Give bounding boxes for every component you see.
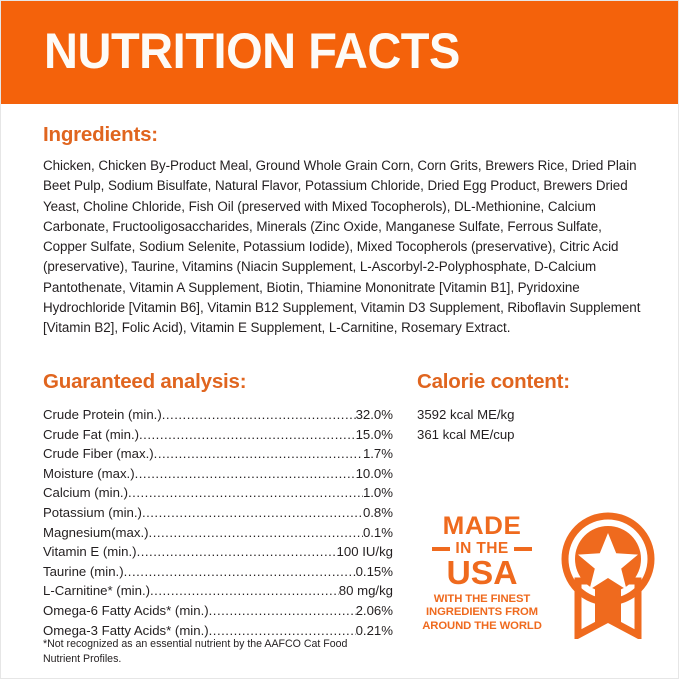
- leader-dots: ........................................…: [208, 622, 356, 638]
- nutrient-value: 0.15%: [355, 563, 393, 579]
- dash-right-icon: [513, 546, 532, 551]
- guaranteed-analysis-row: Omega-3 Fatty Acids* (min.).............…: [43, 621, 393, 641]
- nutrient-value: 15.0%: [355, 426, 393, 442]
- leader-dots: ........................................…: [161, 407, 356, 422]
- guaranteed-analysis-row: Vitamin E (min.)........................…: [43, 542, 393, 562]
- calorie-row: 3592 kcal ME/kg: [417, 407, 515, 422]
- calorie-row: 361 kcal ME/cup: [417, 426, 515, 442]
- guaranteed-analysis-heading: Guaranteed analysis:: [43, 370, 247, 393]
- guaranteed-analysis-row: Crude Fat (min.)........................…: [43, 425, 393, 445]
- guaranteed-analysis-list: Crude Protein (min.)....................…: [43, 405, 393, 640]
- guaranteed-analysis-row: Magnesium(max.).........................…: [43, 523, 393, 543]
- guaranteed-analysis-row: Crude Fiber (max.)......................…: [43, 444, 393, 464]
- made-in-usa-badge: MADE IN THE USA WITH THE FINEST INGREDIE…: [416, 512, 666, 639]
- guaranteed-analysis-row: L-Carnitine* (min.).....................…: [43, 581, 393, 601]
- nutrient-label: Omega-6 Fatty Acids* (min.): [43, 602, 209, 618]
- nutrient-value: 1.7%: [362, 446, 393, 462]
- guaranteed-analysis-section: Guaranteed analysis: Crude Protein (min.…: [43, 370, 393, 640]
- badge-tagline-line2: INGREDIENTS FROM: [426, 606, 538, 619]
- calorie-content-list: 3592 kcal ME/kg 361 kcal ME/cup: [417, 405, 657, 444]
- nutrient-label: L-Carnitine* (min.): [43, 583, 150, 599]
- nutrient-label: Crude Protein (min.): [43, 407, 162, 422]
- nutrient-label: Potassium (min.): [43, 504, 142, 520]
- ingredients-heading: Ingredients:: [43, 123, 158, 146]
- nutrient-value: 2.06%: [355, 602, 393, 618]
- ingredients-section: Ingredients: Chicken, Chicken By-Product…: [43, 123, 643, 339]
- nutrient-value: 1.0%: [362, 485, 393, 501]
- leader-dots: ........................................…: [123, 563, 356, 579]
- header-band: NUTRITION FACTS: [1, 1, 678, 104]
- made-in-usa-text: MADE IN THE USA WITH THE FINEST INGREDIE…: [416, 513, 548, 633]
- leader-dots: ........................................…: [128, 485, 363, 501]
- nutrient-value: 10.0%: [355, 465, 393, 481]
- guaranteed-analysis-row: Omega-6 Fatty Acids* (min.).............…: [43, 601, 393, 621]
- nutrient-label: Moisture (max.): [43, 465, 135, 481]
- nutrient-label: Magnesium(max.): [43, 524, 149, 540]
- guaranteed-analysis-row: Moisture (max.).........................…: [43, 464, 393, 484]
- nutrient-label: Taurine (min.): [43, 563, 124, 579]
- nutrient-value: 0.21%: [355, 622, 393, 638]
- nutrient-label: Omega-3 Fatty Acids* (min.): [43, 622, 209, 638]
- nutrient-label: Crude Fiber (max.): [43, 446, 154, 462]
- nutrient-label: Calcium (min.): [43, 485, 128, 501]
- calorie-content-heading: Calorie content:: [417, 370, 570, 393]
- nutrient-label: Crude Fat (min.): [43, 426, 139, 442]
- guaranteed-analysis-row: Taurine (min.)..........................…: [43, 562, 393, 582]
- nutrient-value: 0.1%: [362, 524, 393, 540]
- dash-left-icon: [432, 546, 451, 551]
- leader-dots: ........................................…: [150, 583, 339, 599]
- guaranteed-analysis-row: Crude Protein (min.)....................…: [43, 405, 393, 425]
- leader-dots: ........................................…: [208, 602, 356, 618]
- nutrient-label: Vitamin E (min.): [43, 544, 137, 560]
- leader-dots: ........................................…: [136, 544, 337, 560]
- badge-in-the-label: IN THE: [455, 540, 509, 557]
- nutrient-value: 100 IU/kg: [336, 544, 393, 560]
- leader-dots: ........................................…: [153, 446, 363, 462]
- badge-in-the-row: IN THE: [416, 540, 548, 557]
- medal-star-ribbon-icon: [561, 512, 655, 639]
- page-title: NUTRITION FACTS: [44, 23, 460, 79]
- guaranteed-analysis-row: Potassium (min.)........................…: [43, 503, 393, 523]
- nutrient-value: 32.0%: [355, 407, 393, 422]
- leader-dots: ........................................…: [148, 524, 363, 540]
- badge-made-label: MADE: [442, 512, 522, 540]
- badge-usa-label: USA: [446, 554, 518, 591]
- calorie-content-section: Calorie content: 3592 kcal ME/kg 361 kcal…: [417, 370, 657, 444]
- footnote-text: *Not recognized as an essential nutrient…: [43, 638, 348, 665]
- leader-dots: ........................................…: [139, 426, 356, 442]
- leader-dots: ........................................…: [141, 504, 363, 520]
- guaranteed-analysis-row: Calcium (min.)..........................…: [43, 483, 393, 503]
- badge-tagline-line1: WITH THE FINEST: [433, 593, 531, 605]
- leader-dots: ........................................…: [134, 465, 356, 481]
- badge-tagline-line3: AROUND THE WORLD: [422, 619, 542, 632]
- nutrient-value: 80 mg/kg: [338, 583, 393, 599]
- nutrient-value: 0.8%: [362, 504, 393, 520]
- badge-tagline: WITH THE FINEST INGREDIENTS FROM AROUND …: [416, 593, 548, 633]
- ingredients-text: Chicken, Chicken By-Product Meal, Ground…: [43, 158, 641, 336]
